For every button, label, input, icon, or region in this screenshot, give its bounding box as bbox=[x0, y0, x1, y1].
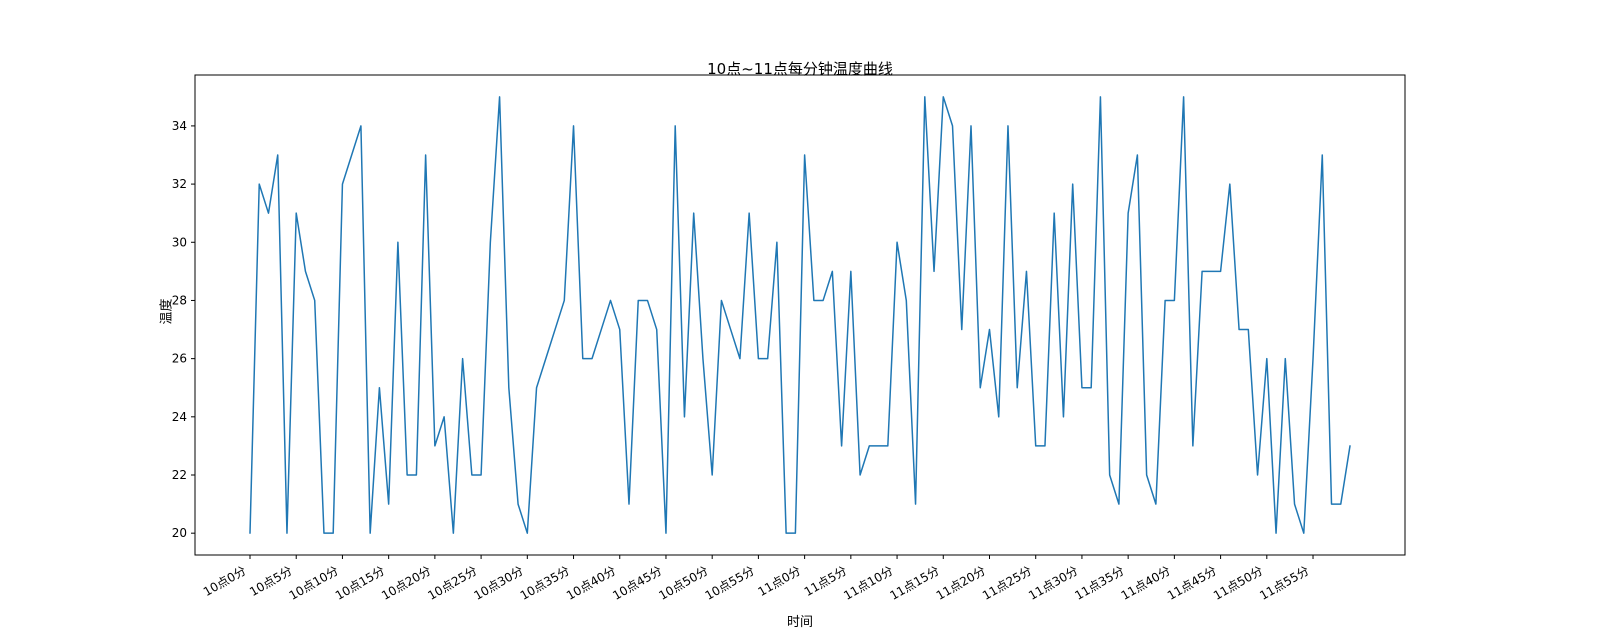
x-tick-label: 10点45分 bbox=[610, 563, 664, 602]
x-tick-label: 10点10分 bbox=[287, 563, 341, 602]
y-tick-label: 28 bbox=[172, 293, 187, 307]
x-tick-label: 11点20分 bbox=[934, 563, 988, 602]
x-tick-label: 10点0分 bbox=[201, 563, 249, 599]
x-tick-label: 10点50分 bbox=[656, 563, 710, 602]
x-tick-label: 10点55分 bbox=[703, 563, 757, 602]
y-tick-label: 24 bbox=[172, 410, 187, 424]
x-tick-label: 10点15分 bbox=[333, 563, 387, 602]
y-tick-label: 22 bbox=[172, 468, 187, 482]
x-tick-label: 11点45分 bbox=[1165, 563, 1219, 602]
y-tick-label: 20 bbox=[172, 526, 187, 540]
x-tick-label: 10点40分 bbox=[564, 563, 618, 602]
x-tick-label: 11点10分 bbox=[841, 563, 895, 602]
temperature-line-series bbox=[249, 96, 1351, 534]
x-tick-label: 11点55分 bbox=[1257, 563, 1311, 602]
y-axis-label: 温度 bbox=[159, 298, 175, 325]
y-tick-label: 34 bbox=[172, 119, 187, 133]
y-tick-label: 30 bbox=[172, 235, 187, 249]
x-tick-label: 11点50分 bbox=[1211, 563, 1265, 602]
chart-title: 10点~11点每分钟温度曲线 bbox=[707, 60, 893, 78]
x-tick-label: 10点20分 bbox=[379, 563, 433, 602]
x-tick-label: 10点30分 bbox=[472, 563, 526, 602]
x-tick-label: 10点25分 bbox=[425, 563, 479, 602]
x-tick-label: 11点0分 bbox=[755, 563, 803, 599]
axes-frame bbox=[194, 74, 1406, 556]
x-tick-label: 11点40分 bbox=[1119, 563, 1173, 602]
x-tick-label: 11点30分 bbox=[1026, 563, 1080, 602]
y-tick-label: 32 bbox=[172, 177, 187, 191]
x-tick-label: 10点35分 bbox=[518, 563, 572, 602]
x-tick-label: 11点35分 bbox=[1072, 563, 1126, 602]
x-axis-label: 时间 bbox=[786, 615, 813, 630]
y-tick-label: 26 bbox=[172, 352, 187, 366]
x-tick-label: 11点15分 bbox=[888, 563, 942, 602]
x-tick-label: 11点25分 bbox=[980, 563, 1034, 602]
